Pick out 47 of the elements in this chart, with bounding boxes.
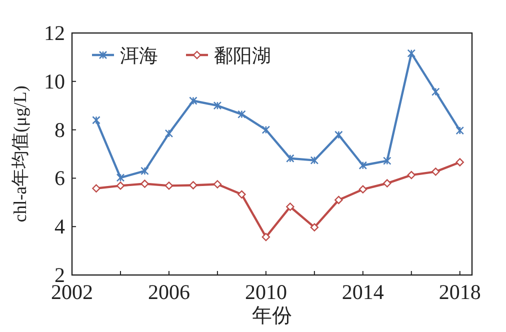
- point: [456, 158, 464, 166]
- point: [383, 156, 392, 165]
- point: [116, 182, 125, 190]
- point: [213, 101, 222, 110]
- point: [456, 126, 464, 135]
- point: [164, 129, 174, 138]
- legend-label: 洱海: [120, 46, 158, 67]
- point: [358, 161, 368, 170]
- y-tick-label: 4: [54, 214, 66, 239]
- point: [116, 174, 125, 182]
- point: [92, 116, 100, 124]
- point: [238, 110, 246, 118]
- point: [310, 223, 319, 232]
- point: [189, 181, 198, 190]
- legend-鄱阳湖: 鄱阳湖: [186, 46, 271, 67]
- point: [92, 184, 100, 192]
- point: [262, 126, 270, 134]
- point: [164, 182, 174, 190]
- y-axis-title: chl-a年均值(μg/L): [10, 86, 30, 222]
- x-tick-label: 2010: [244, 280, 287, 304]
- point: [286, 154, 294, 163]
- point: [407, 170, 416, 180]
- y-tick-label: 6: [54, 166, 65, 190]
- point: [334, 196, 343, 204]
- point: [383, 179, 392, 188]
- point: [310, 156, 319, 164]
- point: [238, 190, 246, 199]
- point: [431, 88, 440, 96]
- legend-洱海: 洱海: [92, 46, 158, 67]
- point: [334, 130, 343, 140]
- point: [213, 180, 222, 188]
- x-tick-label: 2018: [438, 280, 481, 304]
- point: [407, 49, 416, 58]
- point: [140, 180, 149, 188]
- point: [432, 168, 440, 176]
- x-tick-label: 2014: [342, 280, 384, 304]
- point: [358, 185, 368, 194]
- x-axis-title: 年份: [252, 305, 292, 327]
- point: [286, 202, 294, 211]
- point: [140, 166, 149, 176]
- legend-label: 鄱阳湖: [214, 46, 271, 67]
- point: [262, 232, 270, 242]
- x-tick-label: 2006: [148, 280, 190, 304]
- y-tick-label: 12: [44, 21, 65, 45]
- point: [189, 96, 198, 105]
- y-tick-label: 8: [54, 118, 65, 142]
- y-tick-label: 10: [44, 69, 65, 94]
